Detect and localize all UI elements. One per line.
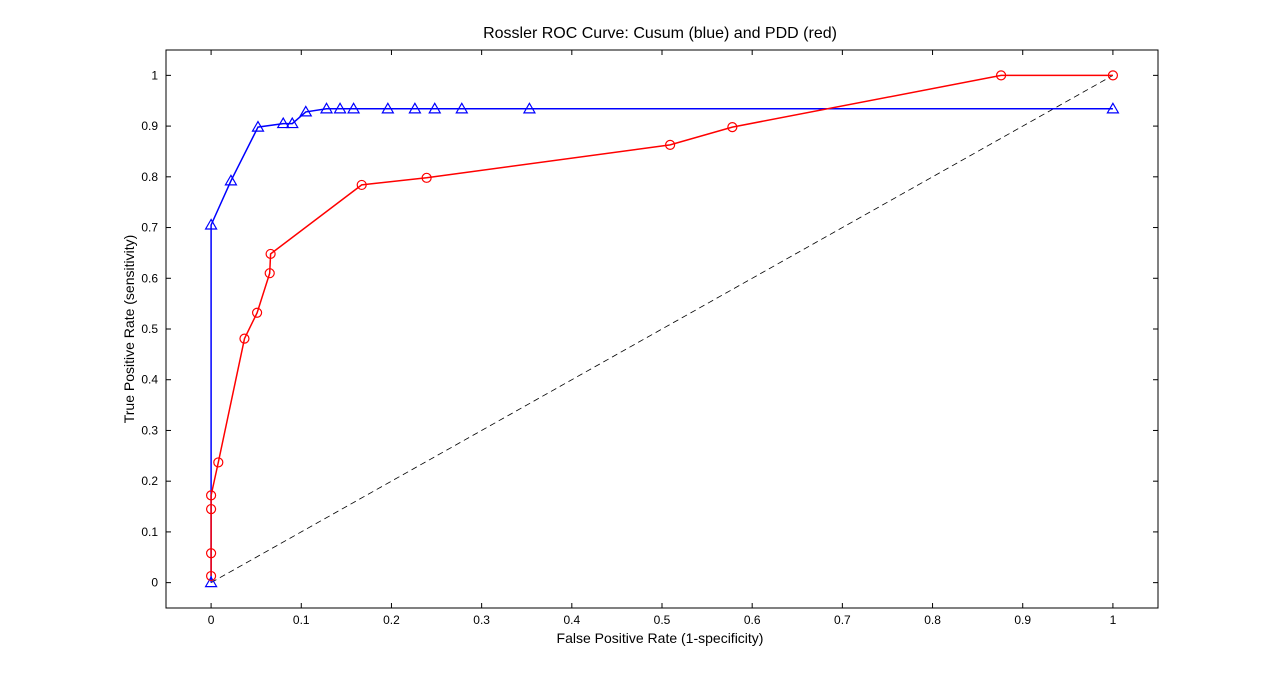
pdd-point (205, 490, 217, 501)
y-axis-label: True Positive Rate (sensitivity) (121, 235, 137, 424)
x-tick-label: 0.9 (1014, 613, 1031, 627)
pdd-point (264, 268, 275, 279)
y-tick-label: 0.3 (141, 423, 158, 437)
y-tick-label: 0.2 (141, 474, 158, 488)
x-tick-label: 1 (1110, 613, 1117, 627)
x-tick-label: 0.3 (473, 613, 490, 627)
pdd-point (239, 333, 250, 344)
x-tick-label: 0.2 (383, 613, 400, 627)
cusum-point (455, 102, 469, 114)
cusum-point (319, 102, 334, 114)
y-tick-label: 1 (151, 68, 158, 82)
pdd-point (665, 139, 676, 150)
pdd-point (356, 179, 367, 191)
cusum-series-line (210, 108, 1113, 583)
y-tick-label: 0.5 (141, 322, 158, 336)
pdd-point (205, 548, 217, 559)
cusum-point (333, 102, 347, 114)
cusum-point (299, 105, 313, 117)
pdd-point (1107, 70, 1119, 81)
cusum-point (347, 102, 361, 114)
y-tick-label: 0.7 (141, 221, 158, 235)
cusum-point (408, 102, 422, 114)
pdd-point (213, 457, 224, 468)
cusum-point (428, 102, 442, 114)
x-tick-label: 0.1 (293, 613, 310, 627)
cusum-point (381, 102, 395, 114)
cusum-point (285, 116, 299, 129)
x-tick-label: 0.7 (834, 613, 851, 627)
y-tick-label: 0.6 (141, 271, 158, 285)
x-tick-label: 0.6 (744, 613, 761, 627)
cusum-point (204, 575, 218, 588)
x-tick-label: 0.8 (924, 613, 941, 627)
cusum-point (1106, 102, 1120, 114)
chart-title: Rossler ROC Curve: Cusum (blue) and PDD … (483, 25, 837, 42)
pdd-point (421, 172, 432, 183)
x-tick-label: 0.4 (563, 613, 580, 627)
pdd-point (205, 570, 217, 582)
y-tick-label: 0 (151, 576, 158, 590)
cusum-point (224, 174, 238, 186)
x-axis-label: False Positive Rate (1-specificity) (557, 630, 764, 646)
pdd-point (995, 70, 1007, 81)
reference-diagonal-line (210, 75, 1114, 583)
cusum-point (251, 120, 265, 132)
x-tick-label: 0.5 (654, 613, 671, 627)
cusum-point (276, 116, 290, 129)
pdd-point (265, 248, 276, 260)
y-tick-label: 0.1 (141, 525, 158, 539)
cusum-point (204, 218, 218, 230)
pdd-point (205, 503, 217, 515)
cusum-point (522, 102, 536, 114)
pdd-point (727, 122, 738, 133)
x-tick-label: 0 (208, 613, 215, 627)
y-tick-label: 0.9 (141, 119, 158, 133)
y-tick-label: 0.8 (141, 170, 158, 184)
pdd-point (251, 307, 263, 318)
y-tick-label: 0.4 (141, 373, 158, 387)
plot-area: 0 0.1 0.2 0.3 0.4 0.5 0.6 0.7 0.8 0.9 1 0 0.1 0.2 0.3 0… (141, 49, 1159, 627)
